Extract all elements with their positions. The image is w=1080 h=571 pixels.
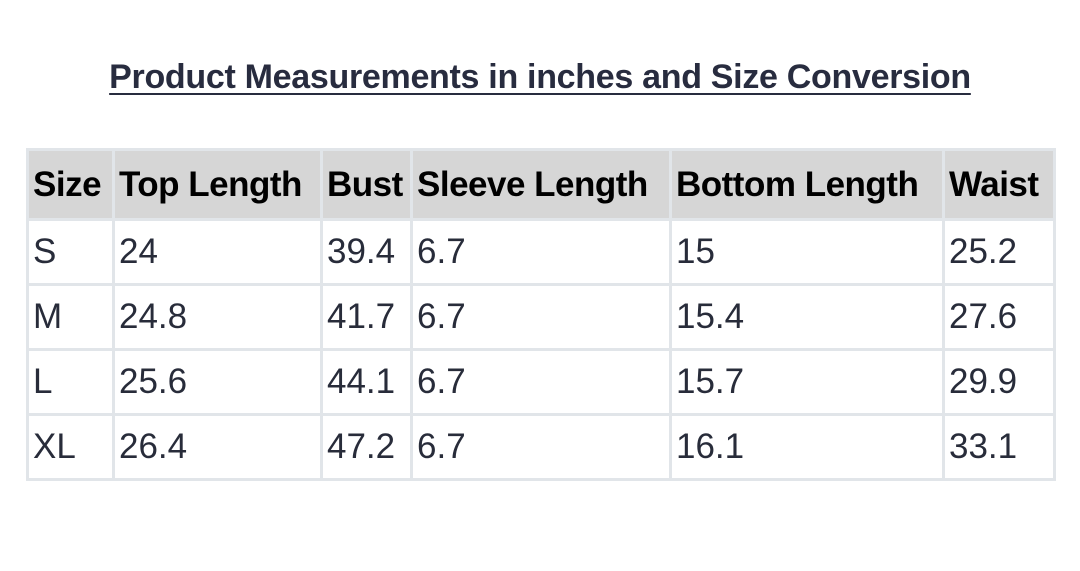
table-cell: 24.8 — [115, 286, 323, 351]
column-header: Bust — [323, 151, 413, 221]
table-cell: 6.7 — [413, 416, 672, 481]
table-row: S 24 39.4 6.7 15 25.2 — [29, 221, 1056, 286]
table-cell: S — [29, 221, 115, 286]
header-row: Size Top Length Bust Sleeve Length Bottom Le… — [29, 151, 1056, 221]
column-header: Size — [29, 151, 115, 221]
table-cell: 15.7 — [672, 351, 945, 416]
column-header: Bottom Length — [672, 151, 945, 221]
table-cell: 29.9 — [945, 351, 1056, 416]
page-title: Product Measurements in inches and Size … — [109, 58, 971, 96]
table-cell: L — [29, 351, 115, 416]
table-cell: 33.1 — [945, 416, 1056, 481]
table-cell: 27.6 — [945, 286, 1056, 351]
table-row: L 25.6 44.1 6.7 15.7 29.9 — [29, 351, 1056, 416]
table-cell: XL — [29, 416, 115, 481]
table-cell: 6.7 — [413, 286, 672, 351]
table-cell: 24 — [115, 221, 323, 286]
table-cell: 16.1 — [672, 416, 945, 481]
table-cell: 47.2 — [323, 416, 413, 481]
column-header: Sleeve Length — [413, 151, 672, 221]
table-cell: 44.1 — [323, 351, 413, 416]
table-cell: 25.2 — [945, 221, 1056, 286]
table-cell: 25.6 — [115, 351, 323, 416]
table-cell: 15.4 — [672, 286, 945, 351]
table-cell: 39.4 — [323, 221, 413, 286]
column-header: Waist — [945, 151, 1056, 221]
table-cell: 26.4 — [115, 416, 323, 481]
column-header: Top Length — [115, 151, 323, 221]
size-chart-table: Size Top Length Bust Sleeve Length Bottom Le… — [26, 148, 1056, 481]
table-cell: M — [29, 286, 115, 351]
table-row: M 24.8 41.7 6.7 15.4 27.6 — [29, 286, 1056, 351]
table-cell: 15 — [672, 221, 945, 286]
table-row: XL 26.4 47.2 6.7 16.1 33.1 — [29, 416, 1056, 481]
table-cell: 6.7 — [413, 351, 672, 416]
table-cell: 41.7 — [323, 286, 413, 351]
table-cell: 6.7 — [413, 221, 672, 286]
